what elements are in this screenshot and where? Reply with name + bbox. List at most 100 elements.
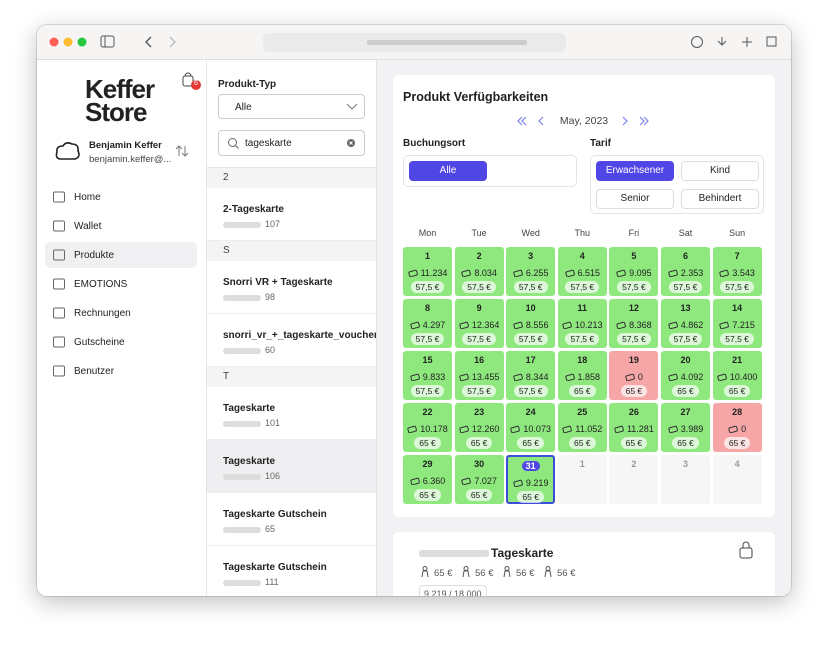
blurred-prefix [419, 550, 489, 557]
day-number-text: 21 [732, 355, 743, 365]
nav-item[interactable]: Home [45, 184, 197, 210]
day-cell[interactable]: 7 3.543 57,5 € [712, 247, 762, 296]
product-item[interactable]: 2-Tageskarte 107 [207, 188, 376, 241]
price: 57,5 € [565, 281, 600, 293]
day-cell[interactable]: 6 2.353 57,5 € [661, 247, 710, 296]
tariff-option[interactable]: Senior [596, 189, 674, 209]
product-item[interactable]: Tageskarte 101 [207, 387, 376, 440]
day-cell[interactable]: 1 11.234 57,5 € [403, 247, 452, 296]
day-cell[interactable]: 17 8.344 57,5 € [506, 351, 556, 400]
availability: 11.052 [558, 424, 607, 434]
group-header: T [207, 367, 376, 387]
day-cell[interactable]: 28 0 65 € [712, 403, 762, 452]
day-cell[interactable]: 25 11.052 65 € [557, 403, 607, 452]
day-number-text: 2 [476, 251, 482, 261]
product-item[interactable]: Tageskarte Gutschein 111 [207, 546, 376, 596]
available-count: 7.215 [732, 320, 755, 330]
day-cell[interactable]: 10 8.556 57,5 € [506, 299, 556, 348]
day-cell[interactable]: 11 10.213 57,5 € [557, 299, 607, 348]
product-count: 106 [223, 471, 361, 481]
day-cell[interactable]: 24 10.073 65 € [506, 403, 556, 452]
product-item[interactable]: Snorri VR + Tageskarte 98 [207, 261, 376, 314]
ticket-icon [513, 269, 523, 278]
day-cell[interactable]: 29 6.360 65 € [403, 455, 452, 504]
nav-item[interactable]: Wallet [45, 213, 197, 239]
availability: 0 [609, 372, 658, 382]
clear-icon[interactable] [347, 139, 355, 147]
logo-line: Keffer [85, 74, 155, 104]
day-number: 3 [682, 459, 688, 469]
day-cell[interactable]: 18 1.858 65 € [557, 351, 607, 400]
available-count: 3.989 [680, 424, 704, 434]
day-cell[interactable]: 8 4.297 57,5 € [403, 299, 452, 348]
browser-toolbar [37, 25, 791, 60]
cart-icon[interactable] [181, 70, 203, 92]
switch-user-icon[interactable] [175, 144, 189, 158]
product-item[interactable]: Tageskarte Gutschein 65 [207, 493, 376, 546]
product-item[interactable]: snorri_vr_+_tageskarte_voucher 60 [207, 314, 376, 367]
ticket-icon [407, 269, 418, 278]
available-count: 4.297 [422, 320, 446, 330]
day-cell[interactable]: 31 9.219 65 € [506, 455, 556, 504]
day-number: 23 [455, 407, 504, 418]
day-cell[interactable]: 23 12.260 65 € [454, 403, 504, 452]
ticket-icon [719, 269, 730, 278]
day-cell[interactable]: 26 11.281 65 € [609, 403, 659, 452]
tariff-option[interactable]: Behindert [681, 189, 759, 209]
ticket-icon [562, 425, 573, 434]
lock-icon[interactable] [738, 541, 754, 559]
day-cell[interactable]: 27 3.989 65 € [661, 403, 710, 452]
day-cell[interactable]: 30 7.027 65 € [454, 455, 504, 504]
ticket-icon [410, 373, 420, 382]
available-count: 6.515 [577, 268, 601, 278]
price-value: 65 € [434, 568, 453, 579]
day-cell[interactable]: 3 6.255 57,5 € [506, 247, 556, 296]
tariff-option[interactable]: Erwachsener [596, 161, 674, 181]
nav-item[interactable]: Rechnungen [45, 300, 197, 326]
day-cell[interactable]: 19 0 65 € [609, 351, 659, 400]
day-number: 21 [713, 355, 762, 366]
day-cell[interactable]: 16 13.455 57,5 € [454, 351, 504, 400]
price: 65 € [723, 437, 751, 449]
day-cell[interactable]: 4 6.515 57,5 € [557, 247, 607, 296]
product-name: Tageskarte Gutschein [223, 562, 327, 573]
day-cell[interactable]: 21 10.400 65 € [712, 351, 762, 400]
nav-item[interactable]: EMOTIONS [45, 271, 197, 297]
price: 65 € [465, 489, 493, 501]
availability: 2.353 [661, 268, 710, 278]
nav-item[interactable]: Produkte [45, 242, 197, 268]
day-cell[interactable]: 20 4.092 65 € [661, 351, 710, 400]
search-box[interactable]: tageskarte [218, 130, 365, 156]
available-count: 0 [741, 424, 747, 434]
nav-item[interactable]: Benutzer [45, 358, 197, 384]
type-select[interactable]: Alle [218, 94, 365, 119]
nav-item[interactable]: Gutscheine [45, 329, 197, 355]
product-item[interactable]: Tageskarte 106 [207, 440, 376, 493]
day-number: 27 [661, 407, 710, 418]
day-cell[interactable]: 9 12.364 57,5 € [454, 299, 504, 348]
price: 65 € [414, 437, 441, 449]
price: 65 € [569, 437, 596, 449]
day-number-text: 23 [474, 407, 485, 417]
day-number: 3 [506, 251, 555, 262]
price-item: 56 € [542, 566, 576, 579]
day-cell[interactable]: 14 7.215 57,5 € [712, 299, 762, 348]
day-number: 28 [713, 407, 762, 418]
availability: 3.989 [661, 424, 710, 434]
availability: 9.219 [508, 478, 553, 488]
day-cell[interactable]: 15 9.833 57,5 € [403, 351, 452, 400]
day-number: 9 [455, 303, 504, 314]
ticket-icon [668, 321, 678, 330]
day-number: 16 [455, 355, 504, 366]
ticket-icon [717, 373, 727, 382]
available-count: 9.219 [525, 478, 549, 488]
day-cell[interactable]: 13 4.862 57,5 € [661, 299, 710, 348]
day-cell[interactable]: 2 8.034 57,5 € [454, 247, 504, 296]
day-cell[interactable]: 5 9.095 57,5 € [609, 247, 659, 296]
availability: 10.178 [403, 424, 452, 434]
product-count: 111 [223, 577, 361, 587]
tariff-option[interactable]: Kind [681, 161, 759, 181]
location-option[interactable]: Alle [409, 161, 487, 181]
day-cell[interactable]: 22 10.178 65 € [403, 403, 452, 452]
day-cell[interactable]: 12 8.368 57,5 € [609, 299, 659, 348]
